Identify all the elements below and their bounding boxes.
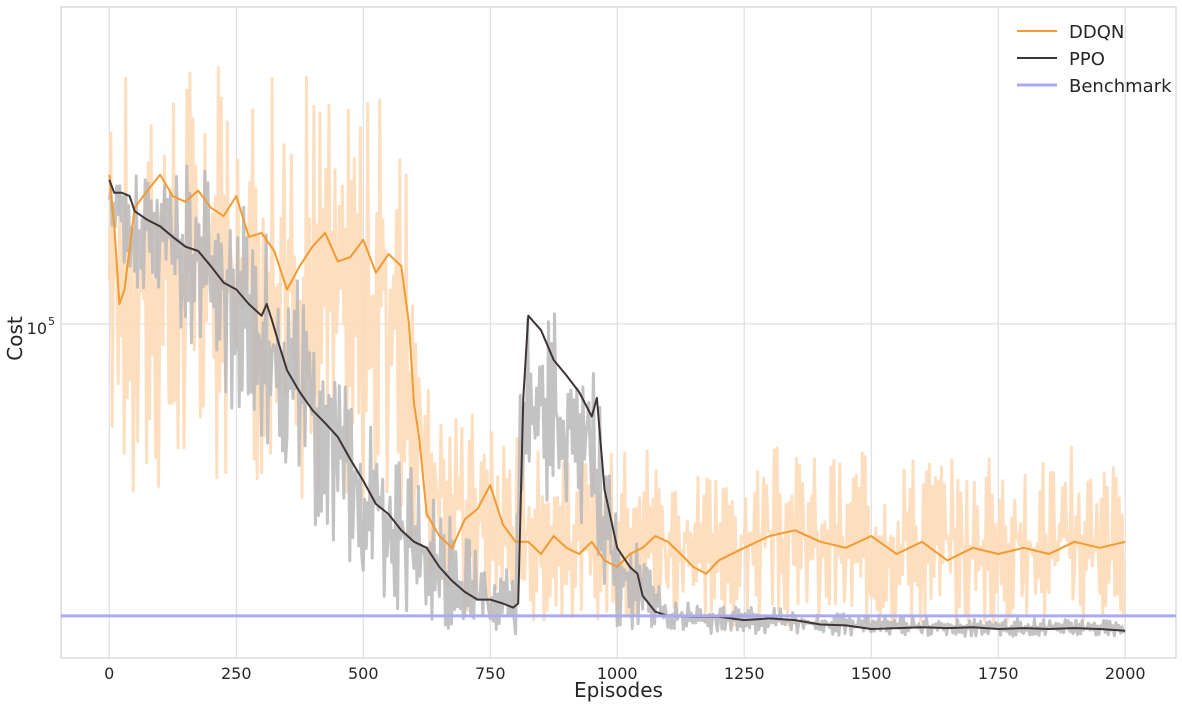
y-tick-exponent: 5: [48, 315, 55, 328]
legend-label-ddqn: DDQN: [1069, 22, 1124, 43]
x-tick-label: 500: [348, 664, 379, 683]
legend: DDQN PPO Benchmark: [1017, 22, 1172, 97]
x-tick-label: 750: [475, 664, 506, 683]
x-axis-label: Episodes: [574, 678, 663, 702]
x-tick-label: 1750: [978, 664, 1019, 683]
smoothed-series-layer: [61, 173, 1176, 632]
x-tick-label: 1250: [724, 664, 765, 683]
legend-label-ppo: PPO: [1069, 49, 1105, 70]
x-tick-label: 0: [104, 664, 114, 683]
y-tick-label: 10: [27, 319, 47, 338]
x-tick-label: 1500: [851, 664, 892, 683]
legend-label-benchmark: Benchmark: [1069, 76, 1172, 97]
series-line-ddqn: [108, 173, 1126, 575]
x-axis-ticks: 0 250 500 750 1000 1250 1500 1750 2000: [104, 664, 1145, 683]
series-line-ppo: [108, 179, 1126, 632]
y-axis-label: Cost: [3, 316, 27, 361]
y-axis-ticks: 10 5: [27, 315, 55, 338]
x-tick-label: 2000: [1105, 664, 1146, 683]
x-tick-label: 250: [221, 664, 252, 683]
x-tick-label: 1000: [597, 664, 638, 683]
